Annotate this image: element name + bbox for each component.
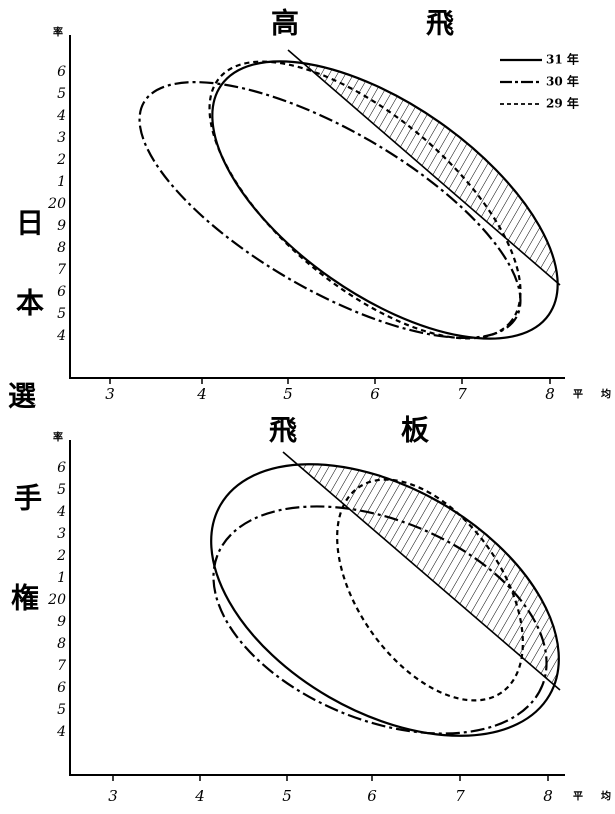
panel-2 xyxy=(69,440,606,776)
boundary-line xyxy=(282,451,561,691)
curve-29 xyxy=(208,60,522,340)
side-title-char: 権 xyxy=(11,582,39,615)
y-tick-label: 20 xyxy=(47,196,66,212)
x-axis-label: 平 xyxy=(573,791,583,803)
x-tick-label: 6 xyxy=(367,787,377,805)
panel-title-char: 高 xyxy=(271,7,299,40)
x-tick-label: 5 xyxy=(283,385,293,403)
x-axis-label: 平 xyxy=(573,389,583,401)
x-tick-label: 6 xyxy=(370,385,380,403)
y-tick-label: 2 xyxy=(56,152,66,168)
y-tick-label: 7 xyxy=(57,658,66,674)
legend-label: 31 年 xyxy=(546,52,579,67)
x-tick-label: 3 xyxy=(108,787,118,805)
y-tick-label: 9 xyxy=(57,218,66,234)
hatched-region xyxy=(283,440,606,690)
curve-30 xyxy=(138,81,522,339)
x-tick-label: 4 xyxy=(194,787,205,805)
y-tick-label: 3 xyxy=(57,130,66,146)
curve-30 xyxy=(212,505,548,735)
curve-31 xyxy=(211,60,559,340)
y-tick-label: 8 xyxy=(57,636,66,652)
x-tick-label: 4 xyxy=(196,385,207,403)
x-tick-label: 3 xyxy=(105,385,115,403)
side-title-char: 本 xyxy=(16,287,44,320)
y-tick-label: 6 xyxy=(57,284,66,300)
y-tick-label: 4 xyxy=(56,328,66,344)
legend: 31 年 30 年 29 年 xyxy=(500,52,579,111)
x-tick-label: 8 xyxy=(545,385,555,403)
y-tick-label: 8 xyxy=(57,240,66,256)
panel-title-char: 飛 xyxy=(426,7,454,40)
legend-label: 30 年 xyxy=(546,74,579,89)
side-title-char: 選 xyxy=(8,380,36,413)
x-tick-label: 5 xyxy=(282,787,292,805)
boundary-line xyxy=(287,49,561,286)
y-axis-label: 率 xyxy=(53,431,63,444)
y-tick-label: 9 xyxy=(57,614,66,630)
side-title-char: 日 xyxy=(16,207,44,240)
y-tick-label: 5 xyxy=(57,306,66,322)
y-tick-label: 4 xyxy=(56,724,66,740)
legend-label: 29 年 xyxy=(546,96,579,111)
curve-31 xyxy=(210,463,560,737)
y-tick-label: 2 xyxy=(56,548,66,564)
x-tick-label: 7 xyxy=(455,787,465,805)
y-tick-label: 3 xyxy=(57,526,66,542)
y-tick-label: 5 xyxy=(57,86,66,102)
y-tick-label: 6 xyxy=(57,64,66,80)
side-title-char: 手 xyxy=(14,482,42,515)
y-tick-label: 5 xyxy=(57,482,66,498)
y-tick-label: 6 xyxy=(57,680,66,696)
curve-29 xyxy=(336,478,524,702)
x-tick-label: 8 xyxy=(543,787,553,805)
y-tick-label: 5 xyxy=(57,702,66,718)
panel-title-char: 板 xyxy=(401,414,429,447)
x-axis-label: 均 xyxy=(601,388,611,401)
y-tick-label: 4 xyxy=(56,504,66,520)
y-tick-label: 4 xyxy=(56,108,66,124)
y-tick-label: 7 xyxy=(57,262,66,278)
y-tick-label: 20 xyxy=(47,592,66,608)
y-tick-label: 1 xyxy=(57,174,66,190)
x-tick-label: 7 xyxy=(457,385,467,403)
y-tick-label: 1 xyxy=(57,570,66,586)
y-tick-label: 6 xyxy=(57,460,66,476)
axes xyxy=(69,35,565,379)
panel-1 xyxy=(69,35,604,379)
y-axis-label: 率 xyxy=(53,26,63,39)
axes xyxy=(69,440,565,776)
panel-title-char: 飛 xyxy=(269,414,297,447)
x-axis-label: 均 xyxy=(601,790,611,803)
